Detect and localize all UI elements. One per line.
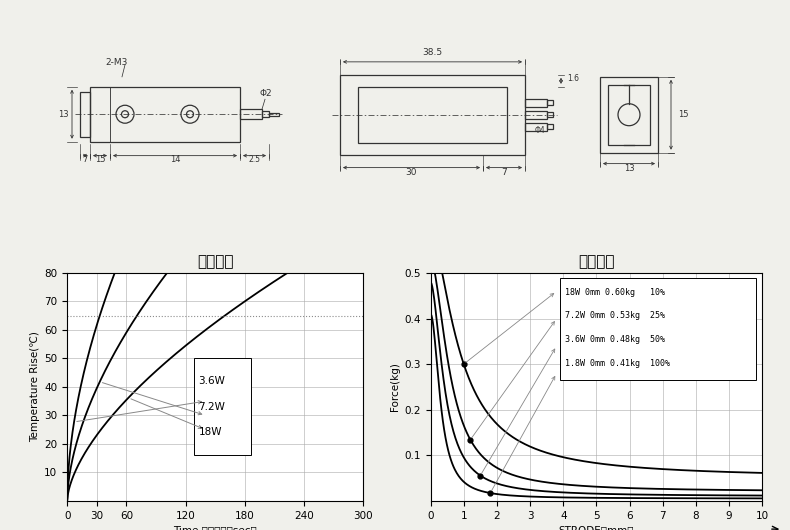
- Text: 15: 15: [95, 155, 105, 164]
- Text: 7: 7: [82, 155, 88, 164]
- Text: 13: 13: [623, 164, 634, 173]
- Text: 1.6: 1.6: [567, 74, 579, 83]
- Bar: [80, 92, 90, 137]
- Text: 7.2W 0mm 0.53kg  25%: 7.2W 0mm 0.53kg 25%: [565, 311, 665, 320]
- Bar: [90, 87, 240, 142]
- Text: 38.5: 38.5: [423, 48, 442, 57]
- Bar: [547, 124, 553, 129]
- Text: 2-M3: 2-M3: [105, 58, 127, 67]
- Bar: [340, 75, 525, 155]
- Bar: [600, 77, 658, 153]
- Text: 7.2W: 7.2W: [198, 402, 225, 412]
- Text: 3.6W 0mm 0.48kg  50%: 3.6W 0mm 0.48kg 50%: [565, 335, 665, 344]
- X-axis label: STRODE（mm）: STRODE（mm）: [559, 525, 634, 530]
- Bar: [547, 112, 553, 117]
- Text: Φ2: Φ2: [260, 89, 273, 98]
- Y-axis label: Force(kg): Force(kg): [390, 363, 401, 411]
- Text: 30: 30: [406, 167, 417, 176]
- Text: 18W: 18W: [198, 428, 222, 437]
- Text: 14: 14: [170, 155, 180, 164]
- Bar: [240, 109, 262, 119]
- Text: 13: 13: [58, 110, 68, 119]
- Text: 2.5: 2.5: [249, 155, 261, 164]
- Bar: [194, 358, 251, 455]
- Text: 7: 7: [501, 167, 507, 176]
- Bar: [525, 111, 547, 119]
- Bar: [262, 111, 269, 117]
- Bar: [358, 87, 507, 143]
- Text: 15: 15: [678, 110, 689, 119]
- Text: 3.6W: 3.6W: [198, 376, 225, 386]
- Y-axis label: Temperature Rise(℃): Temperature Rise(℃): [30, 331, 40, 443]
- Text: Φ4: Φ4: [535, 126, 546, 135]
- Title: 吸力特性: 吸力特性: [578, 254, 615, 269]
- Bar: [547, 100, 553, 105]
- Bar: [608, 85, 650, 145]
- Bar: [269, 113, 279, 116]
- Bar: [525, 123, 547, 131]
- X-axis label: Time 通电时间（sec）: Time 通电时间（sec）: [173, 525, 258, 530]
- Text: 18W 0mm 0.60kg   10%: 18W 0mm 0.60kg 10%: [565, 288, 665, 297]
- Text: 1.8W 0mm 0.41kg  100%: 1.8W 0mm 0.41kg 100%: [565, 359, 670, 368]
- Title: 温度特性: 温度特性: [197, 254, 234, 269]
- Bar: [525, 99, 547, 107]
- Bar: [560, 278, 756, 380]
